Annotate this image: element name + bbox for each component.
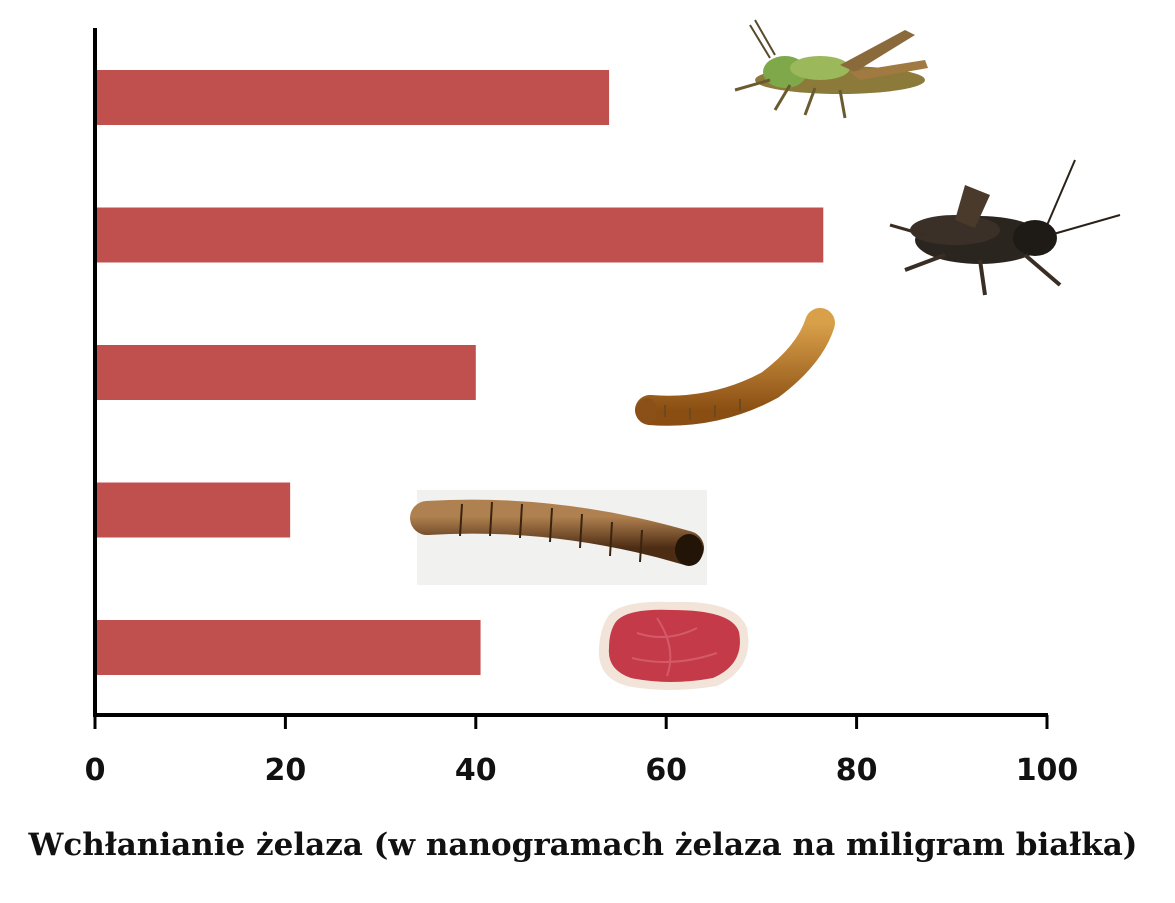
bar-mealworm xyxy=(97,482,291,538)
x-tick-label: 40 xyxy=(455,753,497,788)
bar-beef-sirloin xyxy=(97,620,481,675)
x-tick-label: 0 xyxy=(85,753,106,788)
x-tick-label: 60 xyxy=(645,753,687,788)
mealworm-icon xyxy=(410,490,707,585)
icons-layer xyxy=(410,19,1121,690)
x-tick-label: 80 xyxy=(836,753,878,788)
beef-steak-icon xyxy=(598,601,749,690)
x-ticks: 0 20 40 60 80 100 xyxy=(85,715,1079,788)
grasshopper-icon xyxy=(734,19,928,119)
x-tick-label: 20 xyxy=(265,753,307,788)
bar-grasshopper xyxy=(97,70,610,125)
bars-layer xyxy=(97,70,824,675)
cricket-icon xyxy=(889,159,1121,296)
x-axis-label: Wchłanianie żelaza (w nanogramach żelaza… xyxy=(28,827,1138,863)
x-tick-label: 100 xyxy=(1016,753,1079,788)
lesser-mealworm-icon xyxy=(635,308,835,426)
bar-cricket xyxy=(97,207,824,263)
axes-layer xyxy=(93,28,1048,717)
bar-lesser-mealworm xyxy=(97,345,476,400)
